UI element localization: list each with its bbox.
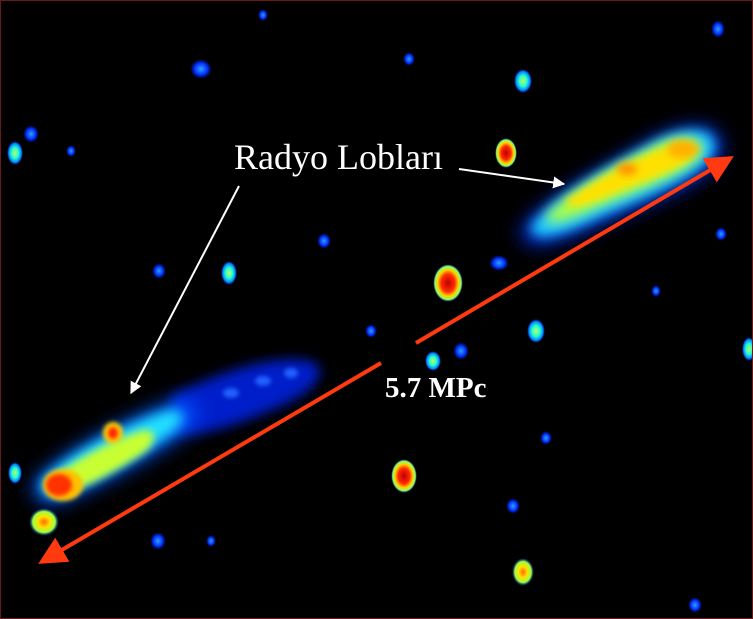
point-source (514, 69, 532, 93)
pointer-arrow-lower-lobe (130, 185, 240, 395)
point-source (7, 141, 23, 165)
point-source (66, 145, 76, 157)
point-source (688, 597, 702, 613)
point-source (29, 508, 59, 536)
point-source (152, 263, 166, 279)
point-source (23, 125, 39, 143)
point-source (715, 227, 727, 241)
point-source (317, 233, 331, 249)
scale-label: 5.7 MPc (385, 372, 487, 404)
point-source (527, 319, 545, 343)
point-source (711, 20, 725, 38)
scale-arrow-upper (414, 156, 734, 345)
lobes-label: Radyo Lobları (234, 137, 443, 177)
point-source (8, 462, 22, 484)
point-source (391, 459, 417, 493)
radio-lobe-upper (521, 126, 722, 245)
point-source (540, 431, 552, 445)
point-source (425, 351, 441, 371)
point-source (495, 138, 517, 168)
point-sources (7, 9, 752, 613)
scale-arrow-lower (38, 361, 383, 564)
point-source (453, 342, 469, 360)
point-source (651, 285, 661, 297)
point-source (365, 324, 377, 338)
pointer-arrow-upper-lobe (458, 168, 566, 189)
point-source (190, 59, 212, 79)
point-source (742, 337, 752, 361)
point-source (403, 52, 415, 66)
point-source (206, 535, 216, 547)
point-source (433, 264, 463, 302)
point-source (150, 532, 166, 550)
radio-lobe-lower (33, 359, 320, 503)
point-source (506, 498, 520, 514)
point-source (512, 558, 534, 586)
point-source (489, 255, 509, 271)
point-source (221, 261, 237, 285)
point-source (258, 9, 268, 21)
